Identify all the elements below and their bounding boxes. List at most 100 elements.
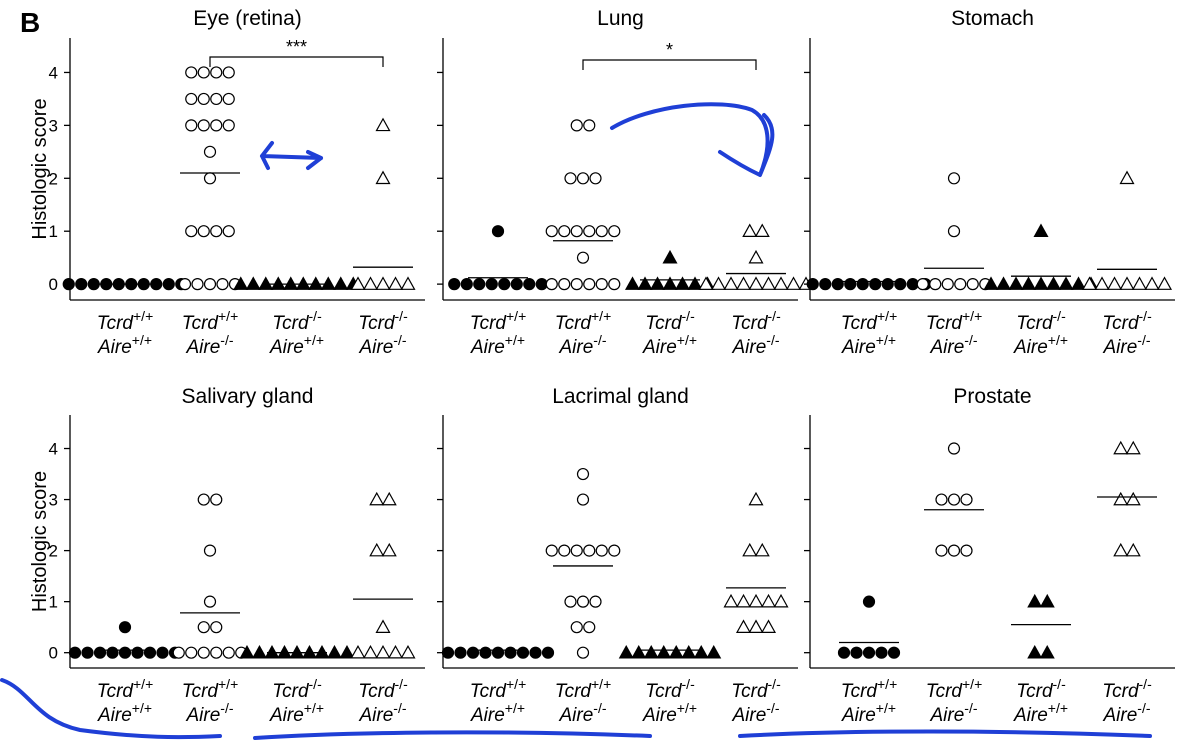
data-point bbox=[881, 278, 894, 291]
x-tick-label: Aire-/- bbox=[1102, 700, 1150, 726]
data-point bbox=[375, 619, 391, 633]
panel-title: Stomach bbox=[951, 7, 1034, 30]
data-point bbox=[387, 276, 404, 290]
x-tick-label: Aire+/+ bbox=[97, 700, 152, 726]
x-tick-label: Tcrd-/- bbox=[731, 308, 781, 334]
annotation-underline-left bbox=[0, 678, 222, 740]
y-tick-label: 0 bbox=[49, 644, 58, 663]
data-point bbox=[618, 644, 634, 659]
data-point bbox=[595, 278, 608, 291]
panel-6: ProstateTcrd+/+Aire+/+Tcrd+/+Aire-/-Tcrd… bbox=[804, 385, 1175, 726]
data-point bbox=[1039, 593, 1055, 608]
data-point bbox=[203, 172, 217, 185]
data-point bbox=[400, 644, 416, 659]
data-point bbox=[210, 92, 223, 106]
data-point bbox=[1125, 440, 1141, 455]
data-point bbox=[118, 646, 132, 659]
data-point bbox=[954, 278, 967, 291]
group-1: Tcrd+/+Aire+/+ bbox=[441, 646, 555, 726]
data-point bbox=[106, 646, 119, 659]
data-point bbox=[1033, 223, 1049, 238]
data-point bbox=[339, 644, 355, 659]
y-tick-label: 3 bbox=[49, 491, 58, 510]
data-point bbox=[143, 646, 157, 659]
data-point bbox=[510, 278, 523, 291]
data-point bbox=[723, 593, 739, 608]
data-point bbox=[197, 225, 210, 238]
data-point bbox=[516, 646, 530, 659]
data-point bbox=[754, 223, 770, 238]
x-tick-label: Aire-/- bbox=[185, 332, 233, 358]
group-2: Tcrd+/+Aire-/- bbox=[924, 442, 984, 726]
data-point bbox=[485, 278, 498, 291]
data-point bbox=[674, 276, 691, 290]
x-tick-label: Aire+/+ bbox=[97, 332, 152, 358]
data-point bbox=[608, 225, 621, 238]
annotation-underline-right bbox=[738, 729, 1152, 738]
data-point bbox=[723, 276, 739, 290]
x-tick-label: Tcrd-/- bbox=[1016, 676, 1066, 702]
panel-title: Lacrimal gland bbox=[552, 385, 689, 408]
data-point bbox=[735, 619, 752, 633]
data-point bbox=[197, 493, 210, 506]
panel-5: Lacrimal glandTcrd+/+Aire+/+Tcrd+/+Aire-… bbox=[437, 385, 798, 726]
x-tick-label: Aire+/+ bbox=[470, 700, 525, 726]
group-2: Tcrd+/+Aire-/- bbox=[178, 66, 242, 358]
x-tick-label: Aire+/+ bbox=[470, 332, 525, 358]
data-point bbox=[875, 646, 888, 659]
data-point bbox=[583, 544, 596, 557]
data-point bbox=[589, 172, 602, 185]
panel-title: Eye (retina) bbox=[193, 7, 302, 30]
data-point bbox=[1113, 491, 1129, 506]
data-point bbox=[748, 276, 764, 290]
data-point bbox=[375, 170, 391, 185]
data-point bbox=[210, 646, 223, 659]
data-point bbox=[862, 646, 876, 659]
data-point bbox=[983, 276, 999, 290]
data-point bbox=[185, 225, 198, 238]
x-tick-label: Tcrd+/+ bbox=[182, 676, 239, 702]
data-point bbox=[381, 491, 397, 506]
x-tick-label: Tcrd-/- bbox=[1016, 308, 1066, 334]
data-point bbox=[210, 66, 223, 79]
x-tick-label: Aire-/- bbox=[358, 700, 406, 726]
data-point bbox=[454, 646, 467, 659]
data-point bbox=[68, 646, 82, 659]
data-point bbox=[197, 646, 210, 659]
x-tick-label: Aire+/+ bbox=[841, 700, 896, 726]
data-point bbox=[1045, 276, 1062, 290]
data-point bbox=[93, 646, 107, 659]
group-4: Tcrd-/-Aire-/- bbox=[1081, 170, 1173, 358]
data-point bbox=[222, 66, 235, 79]
data-point bbox=[960, 544, 973, 557]
x-tick-label: Tcrd-/- bbox=[1102, 308, 1152, 334]
data-point bbox=[595, 544, 608, 557]
data-point bbox=[742, 223, 758, 238]
data-point bbox=[869, 278, 882, 291]
annotation-marks bbox=[0, 102, 1152, 740]
y-tick-label: 1 bbox=[49, 593, 58, 612]
x-tick-label: Aire+/+ bbox=[269, 332, 324, 358]
data-point bbox=[681, 644, 697, 659]
data-point bbox=[222, 646, 235, 659]
group-3: Tcrd-/-Aire+/+ bbox=[1011, 593, 1071, 726]
data-point bbox=[564, 172, 577, 185]
y-axis-label: Histologic score bbox=[29, 471, 51, 612]
data-point bbox=[222, 119, 235, 132]
group-4: Tcrd-/-Aire-/- bbox=[350, 491, 416, 726]
data-point bbox=[210, 493, 223, 506]
x-tick-label: Tcrd-/- bbox=[645, 308, 695, 334]
data-point bbox=[995, 276, 1012, 290]
data-point bbox=[693, 644, 709, 659]
data-point bbox=[576, 251, 590, 264]
data-point bbox=[118, 621, 132, 634]
data-point bbox=[754, 542, 770, 557]
data-point bbox=[362, 644, 379, 659]
data-point bbox=[935, 544, 948, 557]
group-1: Tcrd+/+Aire+/+ bbox=[837, 595, 901, 726]
data-point bbox=[1113, 440, 1129, 455]
data-point bbox=[947, 442, 961, 455]
x-tick-label: Tcrd-/- bbox=[731, 676, 781, 702]
x-tick-label: Tcrd-/- bbox=[272, 308, 322, 334]
data-point bbox=[1094, 276, 1110, 290]
